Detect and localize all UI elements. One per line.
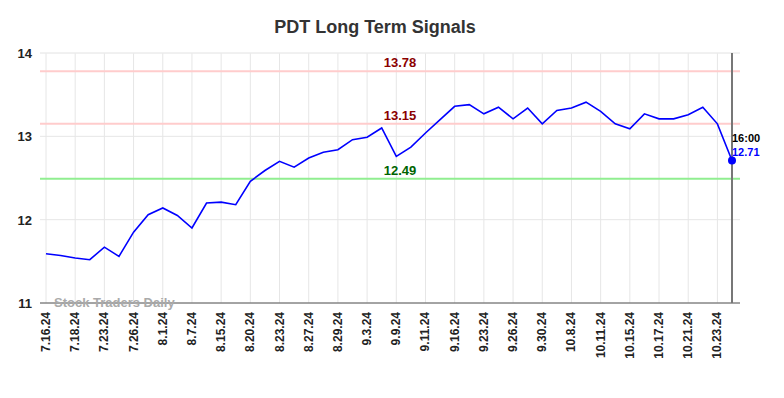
y-tick-label: 13: [18, 129, 32, 144]
x-tick-label: 9.3.24: [360, 312, 374, 346]
x-tick-label: 7.23.24: [97, 312, 111, 352]
x-tick-label: 10.23.24: [710, 312, 724, 359]
x-tick-label: 8.20.24: [243, 312, 257, 352]
x-tick-label: 10.21.24: [681, 312, 695, 359]
grid-line: [40, 136, 740, 137]
chart: PDT Long Term Signals 11 12 13 14 7.16.24 7.18…: [0, 0, 784, 398]
x-tick-label: 10.15.24: [623, 312, 637, 359]
x-tick-label: 8.23.24: [273, 312, 287, 352]
series-line: [46, 102, 732, 260]
x-tick-label: 8.7.24: [185, 312, 199, 346]
x-tick-label: 9.9.24: [389, 312, 403, 346]
grid-line: [40, 53, 740, 54]
x-tick-label: 10.8.24: [564, 312, 578, 352]
reference-label: 13.78: [384, 55, 417, 70]
x-tick-label: 9.16.24: [448, 312, 462, 352]
x-tick-label: 9.26.24: [506, 312, 520, 352]
x-tick-label: 10.11.24: [594, 312, 608, 358]
title: PDT Long Term Signals: [274, 17, 476, 37]
reference-label: 12.49: [384, 163, 417, 178]
reference-label: 13.15: [384, 108, 417, 123]
x-tick-label: 8.15.24: [214, 312, 228, 352]
last-marker-line: [731, 53, 733, 303]
x-tick-label: 8.29.24: [331, 312, 345, 352]
reference-line: [40, 178, 740, 180]
x-tick-label: 7.18.24: [68, 312, 82, 352]
x-tick-label: 8.1.24: [156, 312, 170, 346]
series-group: [46, 102, 736, 260]
x-tick-label: 10.17.24: [652, 312, 666, 359]
y-tick-label: 11: [18, 296, 32, 311]
y-tick-label: 14: [18, 46, 33, 61]
x-tick-label: 9.11.24: [418, 312, 432, 352]
x-tick-label: 7.16.24: [39, 312, 53, 352]
x-tick-label: 7.26.24: [127, 312, 141, 352]
x-tick-label: 9.30.24: [535, 312, 549, 352]
y-tick-label: 12: [18, 213, 32, 228]
last-value-label: 12.71: [732, 146, 760, 158]
last-point: [728, 157, 736, 165]
x-tick-label: 8.27.24: [302, 312, 316, 352]
watermark: Stock Traders Daily: [54, 295, 175, 310]
reference-line: [40, 70, 740, 72]
x-tick-label: 9.23.24: [477, 312, 491, 352]
last-time-label: 16:00: [732, 132, 760, 144]
plot-top: [40, 53, 740, 54]
